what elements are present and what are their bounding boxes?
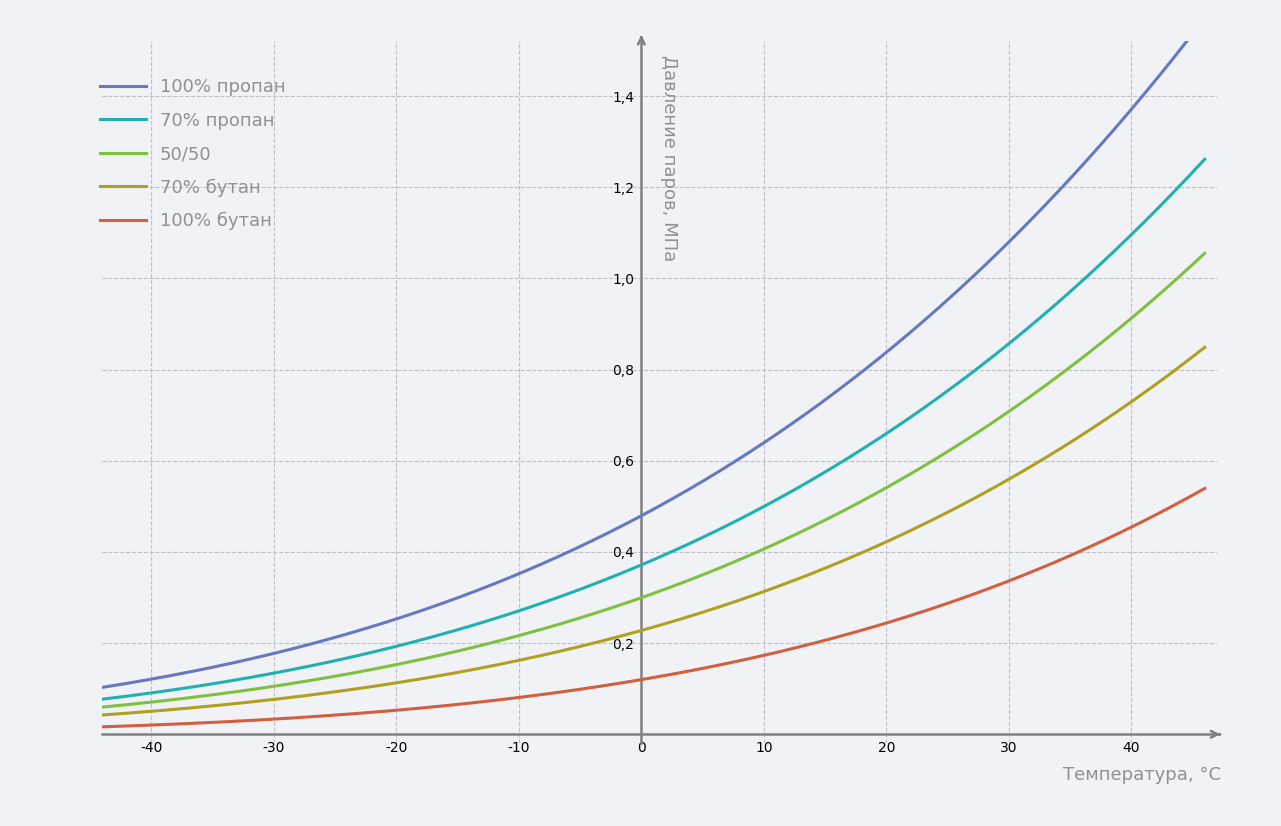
70% бутан <box>290 691 305 701</box>
Text: Давление паров, МПа: Давление паров, МПа <box>660 55 678 261</box>
Line: 100% пропан: 100% пропан <box>102 18 1204 687</box>
70% пропан <box>290 663 305 673</box>
100% пропан <box>378 617 393 627</box>
Line: 70% бутан: 70% бутан <box>102 348 1204 715</box>
100% пропан <box>744 445 760 455</box>
50/50 <box>290 677 305 687</box>
70% бутан <box>1196 343 1212 353</box>
70% пропан <box>744 508 760 518</box>
Line: 100% бутан: 100% бутан <box>102 488 1204 727</box>
70% пропан <box>95 694 110 704</box>
100% бутан <box>831 632 847 642</box>
50/50 <box>744 549 760 559</box>
100% бутан <box>744 653 760 663</box>
100% бутан <box>290 713 305 723</box>
Line: 50/50: 50/50 <box>102 254 1204 707</box>
100% бутан <box>378 706 393 716</box>
50/50 <box>593 606 608 616</box>
70% бутан <box>925 515 940 525</box>
70% бутан <box>378 680 393 690</box>
100% пропан <box>290 643 305 653</box>
100% бутан <box>1196 483 1212 493</box>
70% пропан <box>925 397 940 407</box>
100% бутан <box>925 604 940 614</box>
50/50 <box>95 702 110 712</box>
70% пропан <box>593 577 608 586</box>
50/50 <box>1196 249 1212 259</box>
50/50 <box>831 508 847 518</box>
100% пропан <box>593 531 608 541</box>
Text: Температура, °C: Температура, °C <box>1063 767 1221 784</box>
70% бутан <box>744 591 760 601</box>
50/50 <box>925 456 940 466</box>
70% пропан <box>1196 154 1212 164</box>
50/50 <box>378 662 393 672</box>
70% пропан <box>378 644 393 654</box>
Line: 70% пропан: 70% пропан <box>102 159 1204 699</box>
100% пропан <box>95 682 110 692</box>
Legend: 100% пропан, 70% пропан, 50/50, 70% бутан, 100% бутан: 100% пропан, 70% пропан, 50/50, 70% бута… <box>100 78 286 230</box>
100% пропан <box>1196 13 1212 23</box>
70% бутан <box>831 558 847 567</box>
100% бутан <box>593 681 608 691</box>
70% пропан <box>831 459 847 469</box>
100% пропан <box>831 385 847 395</box>
100% пропан <box>925 308 940 318</box>
70% бутан <box>95 710 110 720</box>
100% бутан <box>95 722 110 732</box>
70% бутан <box>593 636 608 646</box>
